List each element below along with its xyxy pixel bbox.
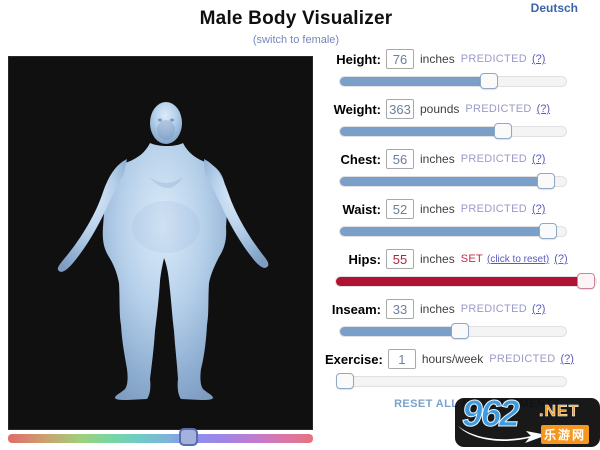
chest-label: Chest:: [340, 151, 381, 167]
inseam-input[interactable]: [386, 299, 414, 319]
exercise-help-link[interactable]: (?): [560, 353, 574, 365]
measurement-panel: Height: inches PREDICTED (?) Weight: pou…: [325, 48, 599, 398]
page-title: Male Body Visualizer: [199, 8, 393, 29]
inseam-slider-track[interactable]: [339, 323, 567, 339]
inseam-status: PREDICTED: [460, 303, 527, 315]
chest-status: PREDICTED: [460, 153, 527, 165]
slider-row-waist: Waist: inches PREDICTED (?): [325, 198, 599, 248]
height-status: PREDICTED: [460, 53, 527, 65]
chest-help-link[interactable]: (?): [531, 153, 546, 165]
hips-reset-link[interactable]: (click to reset): [486, 253, 550, 265]
hips-input[interactable]: [386, 249, 414, 269]
slider-row-exercise: Exercise: hours/week PREDICTED (?): [325, 348, 599, 398]
exercise-slider-handle[interactable]: [335, 373, 354, 389]
slider-row-chest: Chest: inches PREDICTED (?): [325, 148, 599, 198]
chest-input[interactable]: [386, 149, 414, 169]
exercise-label: Exercise:: [325, 351, 383, 367]
watermark-962-text: 962: [462, 393, 521, 434]
switch-to-female-link[interactable]: (switch to female): [252, 34, 340, 46]
hips-unit: inches: [420, 252, 455, 266]
watermark-962net-logo: 962 .NET 乐游网: [455, 393, 600, 447]
hips-status-set: SET: [460, 253, 483, 265]
height-label: Height:: [336, 51, 381, 67]
inseam-slider-handle[interactable]: [450, 323, 469, 339]
slider-row-weight: Weight: pounds PREDICTED (?): [325, 98, 599, 148]
exercise-status: PREDICTED: [489, 353, 556, 365]
waist-slider-track[interactable]: [339, 223, 567, 239]
inseam-label: Inseam:: [331, 301, 381, 317]
exercise-unit: hours/week: [421, 352, 484, 366]
waist-unit: inches: [420, 202, 455, 216]
hips-slider-track[interactable]: [335, 273, 597, 289]
height-unit: inches: [420, 52, 455, 66]
slider-row-height: Height: inches PREDICTED (?): [325, 48, 599, 98]
hue-gradient-track[interactable]: [8, 434, 313, 443]
hips-slider-fill: [336, 277, 586, 286]
inseam-slider-fill: [340, 327, 460, 336]
model-viewport[interactable]: [8, 56, 313, 430]
weight-slider-track[interactable]: [339, 123, 567, 139]
waist-label: Waist:: [342, 201, 381, 217]
watermark-net-text: .NET: [539, 403, 580, 421]
weight-label: Weight:: [333, 101, 381, 117]
height-slider-track[interactable]: [339, 73, 567, 89]
waist-help-link[interactable]: (?): [531, 203, 546, 215]
slider-row-inseam: Inseam: inches PREDICTED (?): [325, 298, 599, 348]
language-link-deutsch[interactable]: Deutsch: [530, 1, 578, 15]
height-slider-handle[interactable]: [480, 73, 499, 89]
watermark-swoosh-arrow-icon: [458, 426, 547, 443]
exercise-slider-track[interactable]: [335, 373, 567, 389]
chest-slider-handle[interactable]: [536, 173, 555, 189]
height-input[interactable]: [386, 49, 414, 69]
weight-slider-fill: [340, 127, 503, 136]
watermark-chinese-name: 乐游网: [541, 425, 590, 444]
weight-status: PREDICTED: [465, 103, 532, 115]
waist-slider-fill: [340, 227, 548, 236]
height-help-link[interactable]: (?): [531, 53, 546, 65]
inseam-help-link[interactable]: (?): [531, 303, 546, 315]
background-hue-slider[interactable]: [8, 428, 313, 447]
hips-label: Hips:: [348, 251, 382, 267]
inseam-unit: inches: [420, 302, 455, 316]
waist-input[interactable]: [386, 199, 414, 219]
chest-unit: inches: [420, 152, 455, 166]
weight-slider-handle[interactable]: [493, 123, 512, 139]
waist-status: PREDICTED: [460, 203, 527, 215]
chest-slider-track[interactable]: [339, 173, 567, 189]
waist-slider-handle[interactable]: [538, 223, 557, 239]
hips-slider-handle[interactable]: [576, 273, 595, 289]
height-slider-fill: [340, 77, 490, 86]
weight-help-link[interactable]: (?): [536, 103, 551, 115]
chest-slider-fill: [340, 177, 546, 186]
weight-unit: pounds: [420, 102, 460, 116]
hips-help-link[interactable]: (?): [554, 253, 568, 265]
male-body-figure: [57, 102, 269, 400]
slider-row-hips: Hips: inches SET (click to reset) (?): [325, 248, 599, 298]
hue-slider-handle[interactable]: [178, 428, 198, 446]
weight-input[interactable]: [386, 99, 414, 119]
exercise-input[interactable]: [387, 349, 416, 369]
